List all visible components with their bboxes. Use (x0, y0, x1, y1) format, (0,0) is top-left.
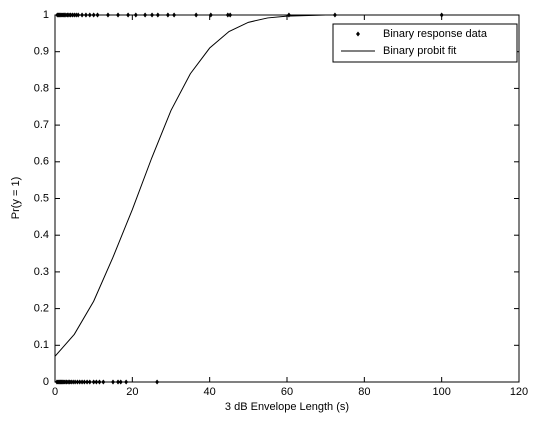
fit-line (54, 14, 442, 357)
y-tick-label: 0 (43, 376, 49, 388)
y-tick-label: 0.1 (34, 339, 49, 351)
y-axis-label: Pr(y = 1) (10, 177, 22, 219)
data-point (91, 12, 96, 18)
data-point (101, 379, 106, 385)
data-point (124, 379, 129, 385)
y-tick-label: 0.6 (34, 156, 49, 168)
y-tick-label: 0.2 (34, 303, 49, 315)
data-point (77, 379, 82, 385)
x-tick-label: 40 (204, 386, 216, 398)
data-point (133, 12, 138, 18)
y-tick-label: 1 (43, 9, 49, 21)
data-point (76, 12, 81, 18)
data-point (95, 12, 100, 18)
y-tick-label: 0.8 (34, 82, 49, 94)
data-point (155, 379, 160, 385)
data-point (94, 379, 99, 385)
legend-label: Binary probit fit (383, 45, 456, 57)
y-tick-label: 0.4 (34, 229, 49, 241)
y-tick-label: 0.3 (34, 266, 49, 278)
data-point (116, 12, 121, 18)
data-point (143, 12, 148, 18)
data-point (97, 379, 102, 385)
data-point (225, 12, 230, 18)
data-point (105, 12, 110, 18)
data-point (155, 12, 160, 18)
data-point (194, 12, 199, 18)
data-point (87, 379, 92, 385)
data-point (118, 379, 123, 385)
x-axis-label: 3 dB Envelope Length (s) (225, 401, 349, 413)
data-point (150, 12, 155, 18)
data-point (75, 379, 80, 385)
x-tick-label: 100 (432, 386, 450, 398)
x-tick-label: 60 (281, 386, 293, 398)
legend-marker (356, 31, 360, 37)
data-point (85, 379, 90, 385)
data-point (87, 12, 92, 18)
data-point (228, 12, 233, 18)
x-tick-label: 80 (358, 386, 370, 398)
y-tick-label: 0.5 (34, 192, 49, 204)
data-point (116, 379, 121, 385)
y-tick-label: 0.7 (34, 119, 49, 131)
data-point (80, 12, 85, 18)
data-point (82, 379, 87, 385)
data-point (83, 12, 88, 18)
data-point (165, 12, 170, 18)
data-point (126, 12, 131, 18)
data-point (80, 379, 85, 385)
data-point (91, 379, 96, 385)
legend-box (332, 23, 518, 63)
data-point (208, 12, 213, 18)
plot-area (54, 14, 520, 383)
data-point (172, 12, 177, 18)
y-tick-label: 0.9 (34, 46, 49, 58)
data-point (73, 379, 78, 385)
x-tick-label: 20 (126, 386, 138, 398)
data-point (111, 379, 115, 385)
x-tick-label: 120 (510, 386, 528, 398)
x-tick-label: 0 (52, 386, 58, 398)
legend-label: Binary response data (383, 28, 488, 40)
